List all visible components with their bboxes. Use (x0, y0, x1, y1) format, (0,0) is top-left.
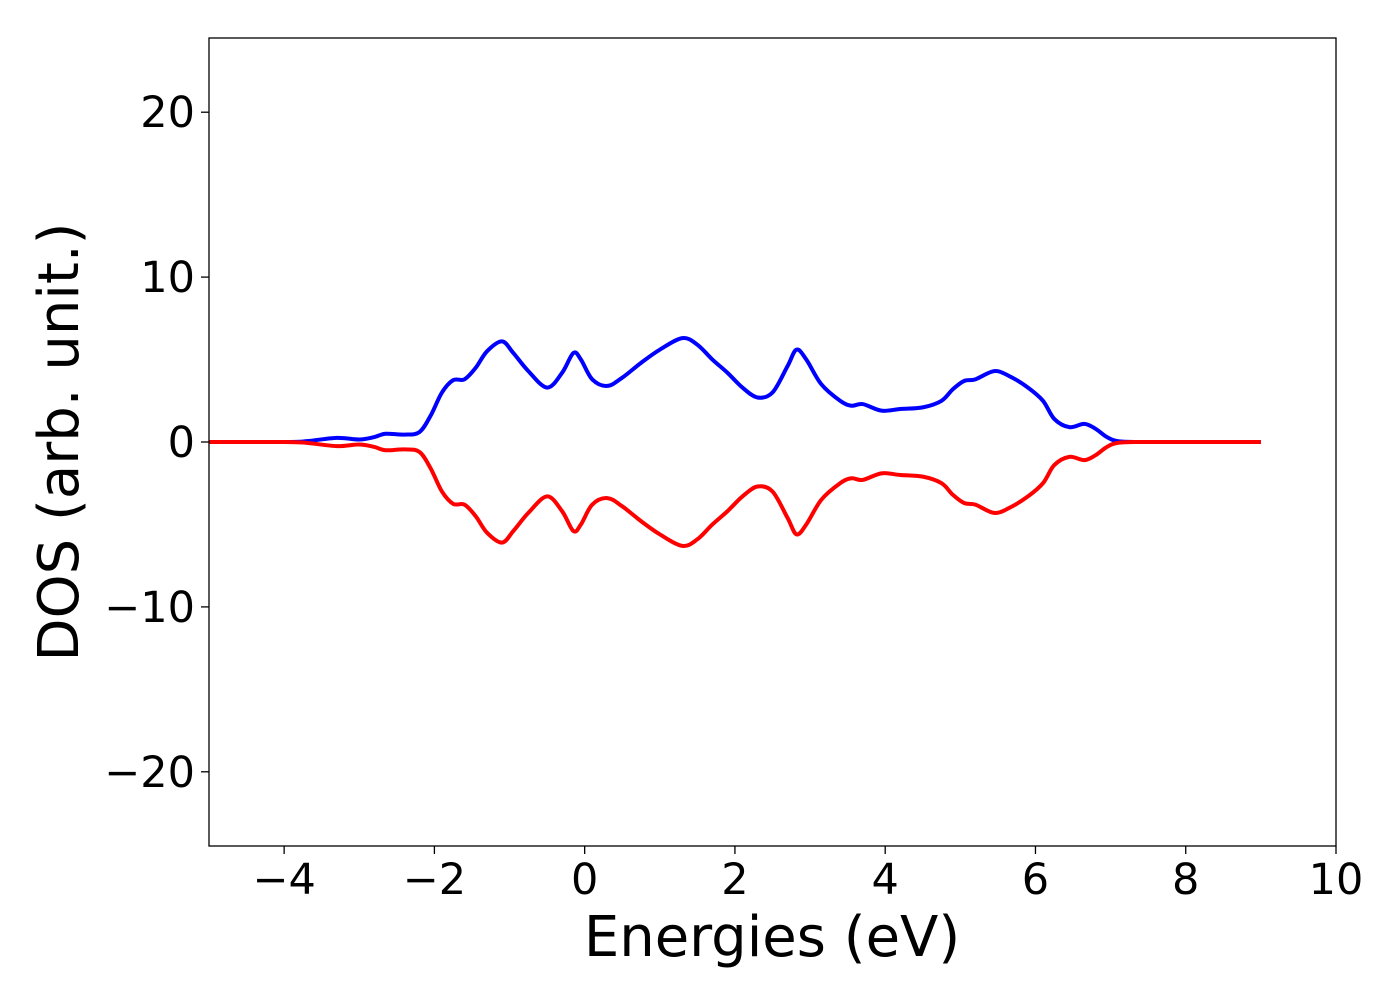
dos-series-line-1 (208, 336, 1261, 445)
x-tick-label: 0 (571, 855, 598, 905)
x-tick-label: 2 (721, 855, 748, 905)
dos-series-line-2 (208, 439, 1261, 548)
x-tick-label: −4 (252, 855, 315, 905)
x-tick-label: −2 (403, 855, 466, 905)
x-tick-label: 10 (1309, 855, 1364, 905)
y-tick-label: 20 (140, 88, 195, 138)
y-tick-label: −10 (104, 583, 195, 633)
x-axis-ticks: −4 −2 0 2 4 6 8 10 (252, 846, 1363, 905)
x-axis-title: Energies (eV) (584, 905, 960, 970)
series-layer (208, 336, 1261, 548)
y-axis-ticks: 20 10 0 −10 −20 (104, 88, 209, 798)
x-tick-label: 8 (1172, 855, 1199, 905)
x-tick-label: 4 (872, 855, 899, 905)
y-tick-label: 0 (168, 418, 195, 468)
y-axis-title: DOS (arb. unit.) (27, 222, 92, 661)
x-tick-label: 6 (1022, 855, 1049, 905)
y-tick-label: −20 (104, 748, 195, 798)
y-tick-label: 10 (140, 253, 195, 303)
